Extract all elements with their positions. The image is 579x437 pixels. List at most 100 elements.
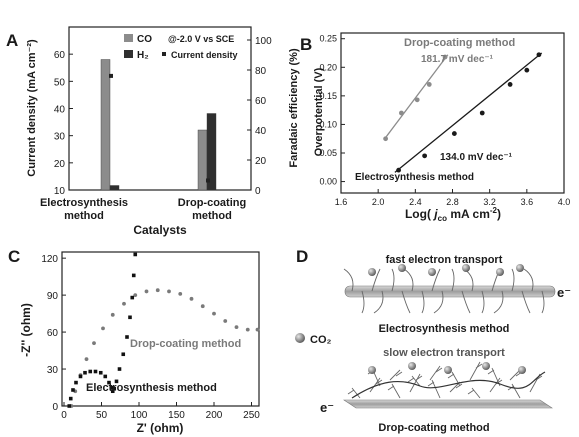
bar-co-1 <box>197 129 208 191</box>
legend-current: Current density <box>171 50 238 60</box>
dropcoating-electrode: e⁻ <box>320 361 553 415</box>
panel-c-drop-point <box>245 327 250 332</box>
nanofiber <box>389 369 403 381</box>
nanofiber <box>371 268 381 292</box>
bar-co-0 <box>100 59 111 191</box>
panel-c-xtick-label: 100 <box>131 410 148 421</box>
co2-molecule-icon <box>428 268 436 276</box>
panel-c-electro-point <box>110 389 115 394</box>
nanofiber <box>469 361 483 381</box>
panel-c-electro-point <box>83 370 87 375</box>
panel-c-drop-point <box>155 288 160 293</box>
panel-a-ytick-label: 10 <box>54 186 66 197</box>
panel-c-axes: 0 50 100 150 200 250 0 30 60 90 120 <box>41 254 260 421</box>
co2-molecule-icon <box>368 268 376 276</box>
panel-b-xtick-label: 4.0 <box>558 197 571 207</box>
nanofiber <box>541 290 545 314</box>
panel-b-electro-point <box>422 153 428 159</box>
panel-c-ylabel: -Z'' (ohm) <box>19 303 33 357</box>
co2-molecule-icon <box>518 366 526 374</box>
panel-letter-c: C <box>8 247 20 266</box>
co2-molecule-icon <box>516 264 524 272</box>
panel-b-electro-fit-line <box>394 52 543 173</box>
top-nanofibers <box>343 264 545 314</box>
panel-a-ytick-label: 60 <box>54 50 66 61</box>
panel-b-xlabel: Log( jco mA cm-2) <box>405 206 501 223</box>
nanofiber <box>523 268 534 292</box>
panel-b-ytick-label: 0.25 <box>319 34 337 44</box>
panel-c-electro-point <box>114 379 119 384</box>
panel-c-drop-point <box>101 326 105 331</box>
co2-molecule-icon <box>482 362 490 370</box>
bottom-electrode-slab <box>343 399 553 409</box>
panel-a-category-dropcoating: Drop-coating <box>178 197 246 209</box>
panel-a-category-electrosynthesis-2: method <box>64 210 104 222</box>
panel-a-ylabel: Current density (mA cm⁻²) <box>26 39 38 177</box>
nanofiber <box>507 383 521 399</box>
panel-c-electro-point <box>109 385 114 390</box>
nanofiber <box>361 290 365 314</box>
nanofiber <box>489 377 503 393</box>
nanofiber <box>403 268 414 292</box>
nanofiber <box>387 383 401 399</box>
legend-co-swatch <box>124 34 133 42</box>
top-electron-label: e⁻ <box>557 285 571 300</box>
panel-c-electro-label: Electrosynthesis method <box>86 382 217 394</box>
panel-a-category-electrosynthesis: Electrosynthesis <box>40 197 128 209</box>
current-density-point-0 <box>109 73 113 78</box>
panel-b-xtick-label: 3.6 <box>521 197 534 207</box>
panel-a-current-density-points <box>109 73 210 183</box>
panel-c-drop-point <box>92 341 96 346</box>
panel-a-ytick-label: 30 <box>54 132 66 143</box>
panel-c-electro-point <box>71 388 75 392</box>
panel-c-xtick-label: 150 <box>168 410 185 421</box>
panel-a-legend: CO H₂ Current density @-2.0 V vs SCE <box>124 34 238 61</box>
panel-c-electro-point <box>98 370 103 375</box>
nanofiber <box>433 290 444 314</box>
panel-c-drop-point <box>84 357 89 362</box>
panel-c-xtick-label: 0 <box>61 410 67 421</box>
nanofiber <box>481 290 485 314</box>
panel-c-drop-point <box>167 289 171 294</box>
legend-current-marker <box>162 52 166 56</box>
panel-b-drop-point <box>414 97 420 103</box>
legend-h2-swatch <box>124 50 133 58</box>
panel-b-axes: 1.6 2.0 2.4 2.8 3.2 3.6 4.0 0.00 0.05 0.10 0.15 0.2… <box>319 34 570 207</box>
panel-b-series <box>383 52 543 173</box>
panel-c-electro-point <box>107 380 111 385</box>
panel-c-electro-point <box>130 295 135 300</box>
nanofiber <box>521 290 531 314</box>
panel-a-ytick-label: 50 <box>54 77 66 88</box>
panel-a: A 10 20 30 40 50 60 0 20 40 60 80 100 Current dens… <box>6 26 300 237</box>
panel-c-drop-point <box>144 289 149 294</box>
panel-c-drop-point <box>255 327 260 332</box>
panel-a-category-dropcoating-2: method <box>192 210 232 222</box>
current-density-point-1 <box>206 178 210 183</box>
panel-c-drop-label: Drop-coating method <box>130 338 241 350</box>
panel-c-ytick-label: 90 <box>47 291 59 302</box>
nanofiber <box>391 268 395 292</box>
electrosynthesis-electrode: e⁻ <box>343 264 571 314</box>
panel-c-electro-point <box>67 404 72 408</box>
panel-b-electro-label: Electrosynthesis method <box>355 172 474 183</box>
panel-a-y2label: Faradaic efficiency (%) <box>288 48 300 168</box>
panel-d: D fast electron transport Electrosynthes… <box>295 247 571 434</box>
panel-c-drop-point <box>212 311 216 316</box>
panel-c-xlabel: Z' (ohm) <box>137 421 184 435</box>
panel-b-ytick-label: 0.05 <box>319 148 337 158</box>
panel-b-drop-point <box>398 110 404 116</box>
nanofiber <box>429 365 443 381</box>
panel-d-top-caption: fast electron transport <box>386 254 503 266</box>
bar-h-0 <box>109 185 120 191</box>
panel-b-xtick-label: 3.2 <box>483 197 496 207</box>
nanofiber <box>461 290 471 314</box>
panel-c-electro-point <box>133 252 138 257</box>
panel-b-ylabel: Overpotential (V) <box>313 67 325 156</box>
panel-a-y2tick-label: 60 <box>255 96 267 107</box>
panel-b-xtick-label: 2.8 <box>446 197 459 207</box>
panel-b-drop-point <box>426 82 432 87</box>
nanofiber <box>451 268 455 292</box>
panel-c-electro-point <box>68 396 73 401</box>
co2-molecule-icon <box>408 362 416 370</box>
